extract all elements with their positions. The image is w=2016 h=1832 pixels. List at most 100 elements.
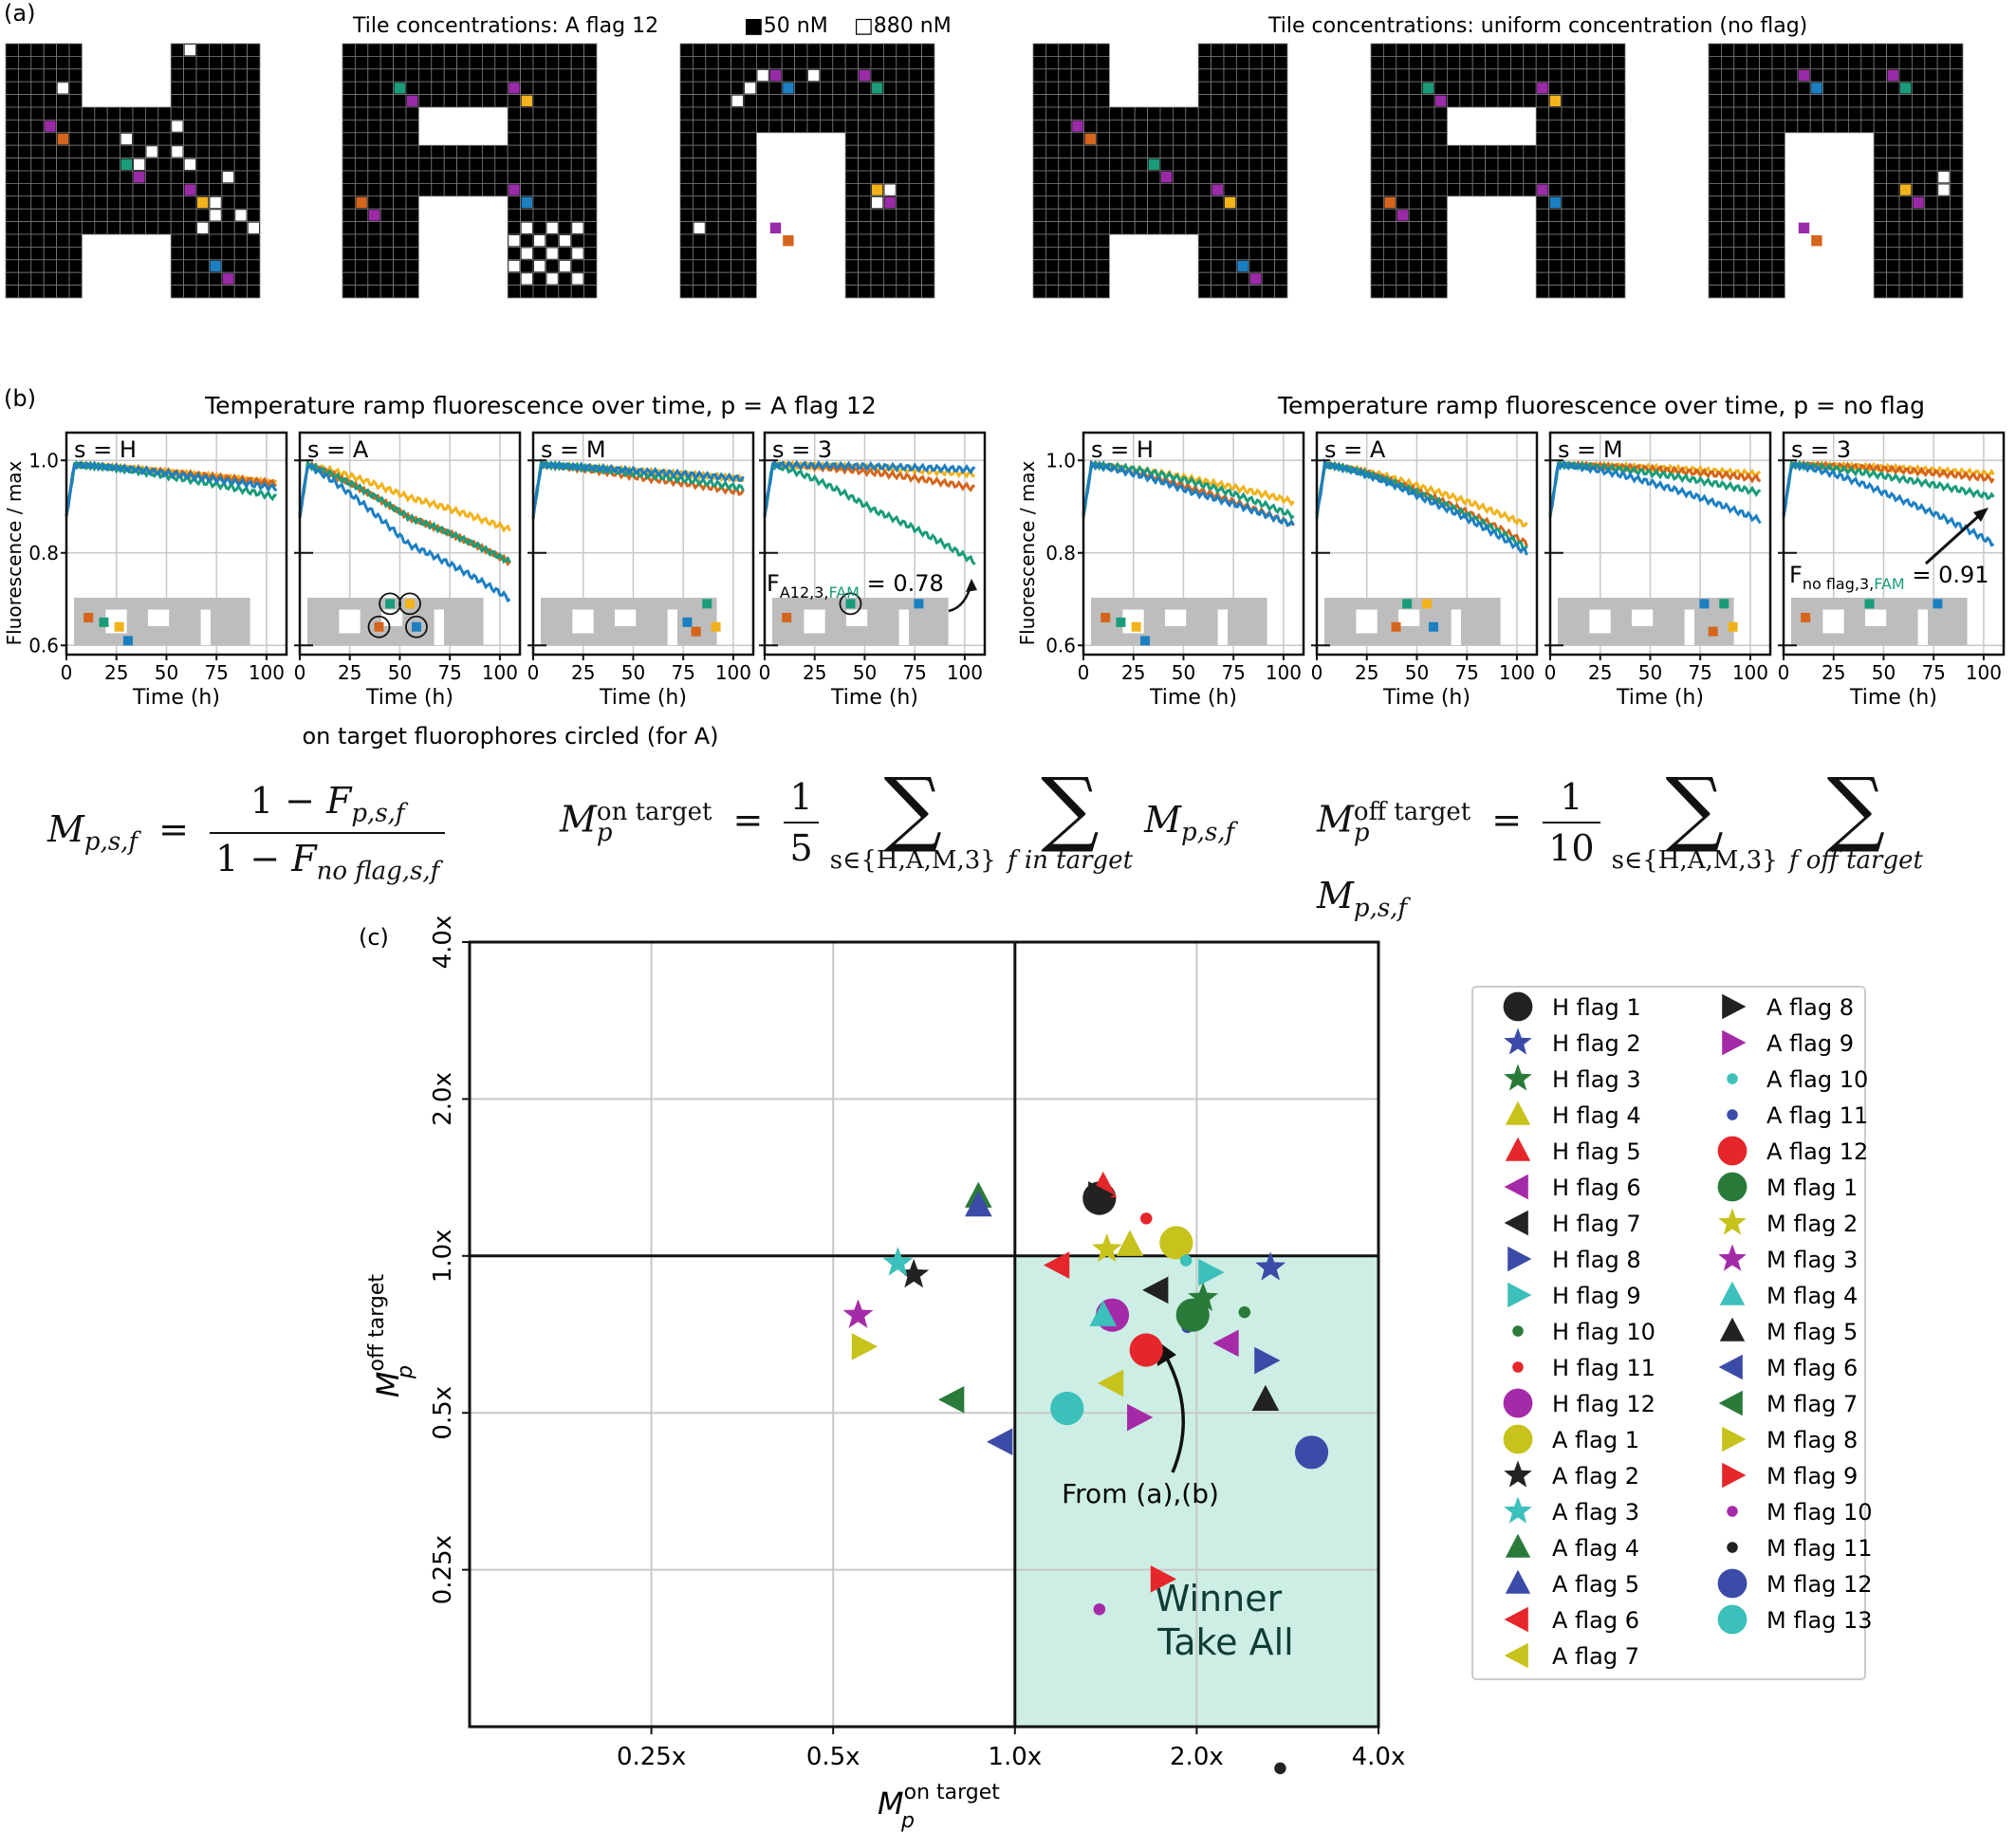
arrow: [1163, 1354, 1185, 1473]
scatter-point-h-flag-9: [1198, 1258, 1225, 1286]
x-tick-label: 100: [715, 661, 751, 684]
x-tick-label: 75: [204, 661, 228, 684]
on-target-circle: [839, 592, 862, 616]
y-tick-label: 0.6: [1045, 634, 1076, 657]
legend-marker: [1505, 1101, 1531, 1125]
inset-fluorophore: [691, 626, 701, 637]
fluorescence-series-3: [1082, 459, 1295, 521]
scatter-point-m-flag-3: [842, 1299, 874, 1328]
inset-fluorophore: [1139, 636, 1150, 646]
scatter-point-m-flag-11: [1274, 1762, 1286, 1775]
scatter-point-a-flag-6: [1043, 1251, 1070, 1279]
x-tick-label: 50: [1638, 661, 1662, 684]
inset-fluorophore: [1428, 621, 1438, 632]
x-tick-label: 50: [1405, 661, 1429, 684]
legend-entry: M flag 6: [1766, 1355, 1858, 1381]
scatter-point-a-flag-8: [1088, 1181, 1115, 1209]
legend-entry: H flag 3: [1552, 1066, 1641, 1093]
x-axis-label: Time (h): [830, 686, 918, 710]
scatter-point-h-flag-3: [1188, 1282, 1219, 1311]
x-axis-label: Time (h): [132, 686, 220, 710]
inset-fluorophore: [374, 621, 384, 632]
fluorescence-series-4: [1548, 459, 1762, 525]
subplot-label: s = M: [1558, 436, 1623, 463]
inset-fluorophore: [1708, 626, 1718, 637]
x-tick-label: 25: [1588, 661, 1612, 684]
panel-a-tile-grids: [5, 43, 1964, 299]
panel-a-left-title: Tile concentrations: A flag 12: [352, 14, 658, 38]
fluorescence-series-3: [763, 461, 976, 565]
legend-entry: H flag 7: [1552, 1211, 1641, 1237]
legend-entry: H flag 6: [1552, 1175, 1641, 1201]
fluorescence-series-2: [298, 460, 511, 566]
legend-marker: [1719, 1281, 1746, 1305]
x-axis-label: Time (h): [599, 686, 687, 710]
x-axis-label: Mon target p: [878, 1781, 1000, 1832]
legend-marker: [1722, 1029, 1747, 1056]
x-tick-label: 75: [1921, 661, 1945, 684]
legend-entry: A flag 7: [1552, 1643, 1639, 1670]
legend-marker: [1512, 1361, 1524, 1373]
legend-entry: M flag 10: [1766, 1499, 1873, 1526]
subplot-label: s = 3: [772, 436, 832, 463]
legend-marker: [1722, 993, 1747, 1020]
legend-marker: [1727, 1073, 1738, 1084]
y-tick-label: 1.0: [1045, 449, 1076, 472]
legend-entry: H flag 11: [1552, 1355, 1655, 1381]
legend-marker: [1504, 1174, 1528, 1200]
inset-fluorophore: [385, 599, 396, 609]
x-tick-label: 75: [902, 661, 926, 684]
legend-entry: A flag 6: [1552, 1607, 1639, 1634]
tile-grid-5: [1370, 43, 1626, 299]
scatter-point-m-flag-13: [1050, 1391, 1084, 1426]
legend-entry: H flag 8: [1552, 1247, 1641, 1273]
x-tick-label: 75: [437, 661, 461, 684]
x-tick-label: 0: [1778, 661, 1790, 684]
inset-fluorophore: [914, 599, 924, 609]
legend-marker: [1504, 1210, 1528, 1236]
x-tick-label: 50: [1872, 661, 1896, 684]
legend-marker: [1719, 1317, 1746, 1342]
legend-entry: A flag 10: [1766, 1066, 1868, 1093]
legend-entry: H flag 10: [1552, 1319, 1655, 1345]
scatter-point-m-flag-10: [1093, 1602, 1106, 1616]
tile-grid-3: [679, 43, 935, 299]
panel-b-caption: on target fluorophores circled (for A): [303, 723, 719, 749]
x-tick-label: 75: [1454, 661, 1478, 684]
legend-entry: M flag 2: [1766, 1211, 1858, 1237]
x-tick-label: 0: [61, 661, 73, 684]
y-tick-label: 0.6: [28, 634, 59, 657]
y-axis-label: Moff targetp: [365, 1274, 417, 1397]
x-tick-label: 100: [1966, 661, 2002, 684]
legend-marker: [1507, 1282, 1532, 1308]
subplot-7: s = M 0 25 50 75 100 Time (h): [1544, 431, 1772, 710]
inset-fluorophore: [405, 599, 415, 609]
legend-marker: [1503, 1388, 1533, 1418]
scatter-point-a-flag-12: [1129, 1333, 1163, 1367]
legend-marker: [1718, 1244, 1747, 1271]
scatter-point-h-flag-7: [1142, 1276, 1169, 1305]
subplot-label: s = A: [307, 436, 369, 463]
legend-marker: [1504, 1064, 1532, 1091]
x-tick-label: 0.25x: [617, 1743, 686, 1771]
x-tick-label: 75: [1688, 661, 1711, 684]
inset-fluorophore: [99, 617, 109, 627]
tile-grid-4: [1032, 43, 1288, 299]
legend-marker: [1718, 1390, 1743, 1416]
y-tick-label: 4.0x: [429, 916, 457, 970]
legend-entry: H flag 5: [1552, 1138, 1641, 1165]
legend-marker: [1717, 1568, 1748, 1599]
inset-fluorophore: [702, 599, 712, 609]
subplot-4: s = 3 0 25 50 75 100 Time (h): [759, 431, 987, 710]
legend-marker: [1727, 1506, 1738, 1517]
legend-marker: [1505, 1137, 1531, 1161]
inset-fluorophore: [1100, 613, 1111, 622]
x-tick-label: 50: [1172, 661, 1195, 684]
legend-entry: M flag 7: [1766, 1391, 1858, 1417]
x-tick-label: 50: [621, 661, 645, 684]
scatter-point-h-flag-11: [1139, 1212, 1153, 1225]
subplot-label: s = H: [1091, 436, 1154, 463]
legend-marker: [1504, 1460, 1532, 1488]
y-tick-label: 0.8: [1045, 542, 1076, 564]
